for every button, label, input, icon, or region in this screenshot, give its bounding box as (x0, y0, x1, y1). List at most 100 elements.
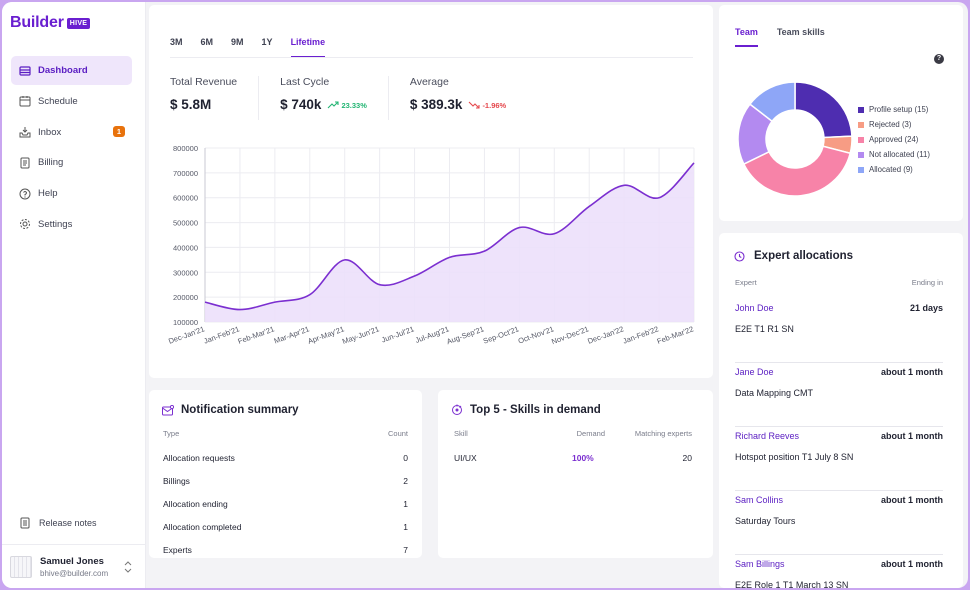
skills-in-demand-card: Top 5 - Skills in demand Skill Demand Ma… (438, 390, 713, 558)
expert-name-link[interactable]: Sam Billings (735, 559, 785, 569)
sidebar-item-inbox[interactable]: Inbox 1 (11, 118, 132, 147)
y-tick-label: 100000 (173, 318, 198, 327)
y-tick-label: 800000 (173, 144, 198, 153)
tabs-divider (170, 57, 693, 58)
series-line (204, 162, 695, 311)
y-tick-label: 600000 (173, 194, 198, 203)
x-tick-label: Oct-Nov'21 (517, 324, 555, 345)
x-tick-label: May-Jun'21 (341, 324, 380, 346)
sidebar-nav: Dashboard Schedule Inbox 1 Billing (11, 56, 132, 241)
card-title: Top 5 - Skills in demand (451, 404, 601, 416)
sidebar: Builder HIVE Dashboard Schedule Inbox (2, 2, 146, 588)
y-tick-label: 700000 (173, 169, 198, 178)
team-tabs: Team Team skills (735, 27, 844, 47)
user-menu[interactable]: Samuel Jones bhive@builder.com (2, 544, 146, 588)
stat-value: $ 389.3k (409, 97, 463, 112)
trend-down-badge: -1.96% (468, 101, 506, 110)
tab-9m[interactable]: 9M (231, 37, 244, 47)
notification-table: Type Count Allocation requests 0 Billings… (163, 429, 408, 561)
stat-total-revenue: Total Revenue $ 5.8M (170, 76, 260, 120)
user-name: Samuel Jones (40, 555, 104, 567)
skills-table: Skill Demand Matching experts UI/UX 100%… (454, 429, 692, 469)
list-item: Richard Reeves about 1 month Hotspot posi… (735, 427, 943, 491)
help-icon[interactable]: ? (934, 54, 944, 64)
sidebar-item-label: Dashboard (38, 65, 88, 76)
x-tick-label: Jul-Aug'21 (414, 324, 450, 345)
dashboard-icon (19, 65, 31, 77)
inbox-count-badge: 1 (112, 125, 125, 137)
x-tick-label: Aug-Sep'21 (445, 324, 485, 346)
tab-team-skills[interactable]: Team skills (776, 27, 825, 37)
table-row[interactable]: UI/UX 100% 20 (454, 452, 692, 463)
list-item: Jane Doe about 1 month Data Mapping CMT (735, 363, 943, 427)
ending-in: about 1 month (881, 559, 943, 569)
table-row[interactable]: Allocation requests 0 (163, 452, 408, 463)
project-name: Hotspot position T1 July 8 SN (735, 452, 854, 462)
project-name: Saturday Tours (735, 516, 796, 526)
tab-3m[interactable]: 3M (170, 37, 183, 47)
sidebar-item-dashboard[interactable]: Dashboard (11, 56, 132, 85)
x-tick-label: Apr-May'21 (306, 324, 345, 345)
logo[interactable]: Builder HIVE (10, 14, 91, 32)
period-tabs: 3M 6M 9M 1Y Lifetime (170, 37, 343, 58)
donut-slice (748, 81, 796, 123)
sidebar-item-settings[interactable]: Settings (11, 210, 132, 239)
y-tick-label: 500000 (173, 219, 198, 228)
revenue-card: 3M 6M 9M 1Y Lifetime Total Revenue $ 5.8… (149, 5, 713, 378)
legend-item: Allocated (9) (858, 162, 930, 177)
list-item: John Doe 21 days E2E T1 R1 SN (735, 299, 943, 363)
x-tick-label: Feb-Mar'21 (237, 324, 276, 345)
sidebar-item-help[interactable]: Help (11, 179, 132, 208)
revenue-area-chart: 100000 200000 300000 400000 500000 600000 7000… (167, 144, 695, 346)
sidebar-item-label: Schedule (38, 95, 78, 107)
expert-name-link[interactable]: Richard Reeves (735, 431, 800, 441)
x-tick-label: Sep-Oct'21 (482, 324, 520, 345)
calendar-icon (19, 95, 31, 107)
team-card: Team Team skills ? Profile setup (15) Re… (719, 5, 963, 221)
release-notes-link[interactable]: Release notes (19, 517, 97, 529)
stat-average: Average $ 389.3k -1.96% (410, 76, 527, 120)
x-tick-label: Jun-Jul'21 (380, 324, 415, 344)
ending-in: about 1 month (881, 367, 943, 377)
legend-item: Not allocated (11) (858, 147, 930, 162)
project-name: Data Mapping CMT (735, 388, 814, 398)
tab-team[interactable]: Team (735, 27, 758, 47)
y-tick-label: 200000 (173, 293, 198, 302)
skills-icon (452, 404, 462, 415)
sidebar-item-billing[interactable]: Billing (11, 148, 132, 177)
tab-6m[interactable]: 6M (200, 37, 214, 47)
sidebar-item-label: Settings (38, 218, 73, 230)
expert-list: John Doe 21 days E2E T1 R1 SN Jane Doe abo… (735, 299, 943, 588)
tab-1y[interactable]: 1Y (261, 37, 273, 47)
x-tick-label: Jan-Feb'21 (202, 324, 240, 345)
table-row[interactable]: Billings 2 (163, 475, 408, 486)
tab-lifetime[interactable]: Lifetime (290, 37, 326, 58)
legend-item: Rejected (3) (858, 117, 930, 132)
table-header: Type Count (163, 429, 408, 438)
x-tick-label: Nov-Dec'21 (550, 324, 590, 346)
legend-item: Approved (24) (858, 132, 930, 147)
stat-value: $ 5.8M (170, 97, 212, 112)
ending-in: about 1 month (881, 495, 943, 505)
trend-up-badge: 23.33% (327, 101, 367, 110)
expert-name-link[interactable]: John Doe (735, 303, 774, 313)
trend-up-icon (328, 101, 339, 109)
table-row[interactable]: Allocation completed 1 (163, 521, 408, 532)
stat-label: Average (409, 76, 449, 88)
expert-name-link[interactable]: Sam Collins (735, 495, 784, 505)
revenue-stats: Total Revenue $ 5.8M Last Cycle $ 740k 2… (170, 76, 548, 120)
table-row[interactable]: Experts 7 (163, 544, 408, 555)
mail-notification-icon (162, 404, 174, 415)
x-tick-label: Dec-Jan'21 (167, 324, 206, 345)
chevron-up-down-icon[interactable] (124, 560, 132, 578)
sidebar-item-schedule[interactable]: Schedule (11, 87, 132, 116)
table-row[interactable]: Allocation ending 1 (163, 498, 408, 509)
help-icon (19, 188, 31, 200)
sidebar-item-label: Help (38, 188, 58, 200)
x-tick-label: Feb-Mar'22 (656, 324, 695, 345)
ending-in: about 1 month (881, 431, 943, 441)
billing-icon (19, 157, 31, 169)
expert-allocations-card: Expert allocations Expert Ending in John… (719, 233, 963, 588)
expert-name-link[interactable]: Jane Doe (735, 367, 774, 377)
